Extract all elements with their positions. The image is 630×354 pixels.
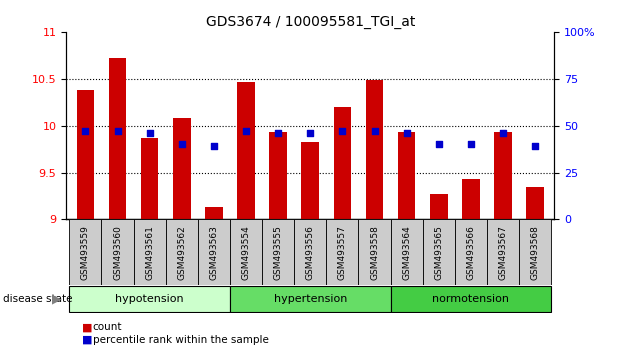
FancyBboxPatch shape <box>134 219 166 285</box>
FancyBboxPatch shape <box>423 219 455 285</box>
FancyBboxPatch shape <box>262 219 294 285</box>
FancyBboxPatch shape <box>230 286 391 312</box>
Point <box>498 130 508 136</box>
Text: GSM493555: GSM493555 <box>273 225 283 280</box>
Text: GSM493558: GSM493558 <box>370 225 379 280</box>
FancyBboxPatch shape <box>358 219 391 285</box>
Point <box>241 129 251 134</box>
Bar <box>365 80 383 219</box>
FancyBboxPatch shape <box>391 219 423 285</box>
Text: ■: ■ <box>82 322 93 332</box>
FancyBboxPatch shape <box>391 286 551 312</box>
Text: ▶: ▶ <box>52 293 62 306</box>
Point <box>401 130 411 136</box>
Point <box>337 129 347 134</box>
Text: GSM493562: GSM493562 <box>177 225 186 280</box>
Point <box>177 142 187 147</box>
Point <box>369 129 379 134</box>
FancyBboxPatch shape <box>69 286 230 312</box>
Text: normotension: normotension <box>432 294 510 304</box>
Text: hypertension: hypertension <box>273 294 347 304</box>
Title: GDS3674 / 100095581_TGI_at: GDS3674 / 100095581_TGI_at <box>205 16 415 29</box>
Point <box>81 129 91 134</box>
Text: GSM493566: GSM493566 <box>466 225 476 280</box>
Text: hypotension: hypotension <box>115 294 184 304</box>
Point <box>305 130 315 136</box>
Point <box>113 129 123 134</box>
Bar <box>430 194 447 219</box>
Text: GSM493568: GSM493568 <box>530 225 540 280</box>
Bar <box>333 107 352 219</box>
FancyBboxPatch shape <box>230 219 262 285</box>
Text: percentile rank within the sample: percentile rank within the sample <box>93 335 268 345</box>
Text: disease state: disease state <box>3 294 72 304</box>
Bar <box>301 142 319 219</box>
Bar <box>494 132 512 219</box>
FancyBboxPatch shape <box>487 219 519 285</box>
FancyBboxPatch shape <box>455 219 487 285</box>
Bar <box>269 132 287 219</box>
Bar <box>238 81 255 219</box>
FancyBboxPatch shape <box>166 219 198 285</box>
Text: GSM493564: GSM493564 <box>402 225 411 280</box>
Text: GSM493557: GSM493557 <box>338 225 347 280</box>
FancyBboxPatch shape <box>294 219 326 285</box>
FancyBboxPatch shape <box>69 219 101 285</box>
Bar <box>462 179 479 219</box>
Text: GSM493565: GSM493565 <box>434 225 444 280</box>
Bar <box>77 90 94 219</box>
Text: GSM493560: GSM493560 <box>113 225 122 280</box>
FancyBboxPatch shape <box>519 219 551 285</box>
FancyBboxPatch shape <box>101 219 134 285</box>
Text: GSM493556: GSM493556 <box>306 225 315 280</box>
Bar <box>109 58 127 219</box>
Point <box>209 143 219 149</box>
Text: GSM493554: GSM493554 <box>241 225 251 280</box>
Point <box>466 142 476 147</box>
Bar <box>398 132 415 219</box>
Point <box>145 130 155 136</box>
Text: GSM493561: GSM493561 <box>145 225 154 280</box>
Bar <box>526 187 544 219</box>
Text: ■: ■ <box>82 335 93 345</box>
Text: GSM493567: GSM493567 <box>498 225 508 280</box>
Point <box>433 142 444 147</box>
Point <box>530 143 540 149</box>
Bar <box>205 207 223 219</box>
FancyBboxPatch shape <box>198 219 230 285</box>
Text: GSM493559: GSM493559 <box>81 225 90 280</box>
Bar <box>173 118 191 219</box>
FancyBboxPatch shape <box>326 219 358 285</box>
Text: count: count <box>93 322 122 332</box>
Point <box>273 130 284 136</box>
Text: GSM493563: GSM493563 <box>209 225 219 280</box>
Bar <box>141 138 159 219</box>
